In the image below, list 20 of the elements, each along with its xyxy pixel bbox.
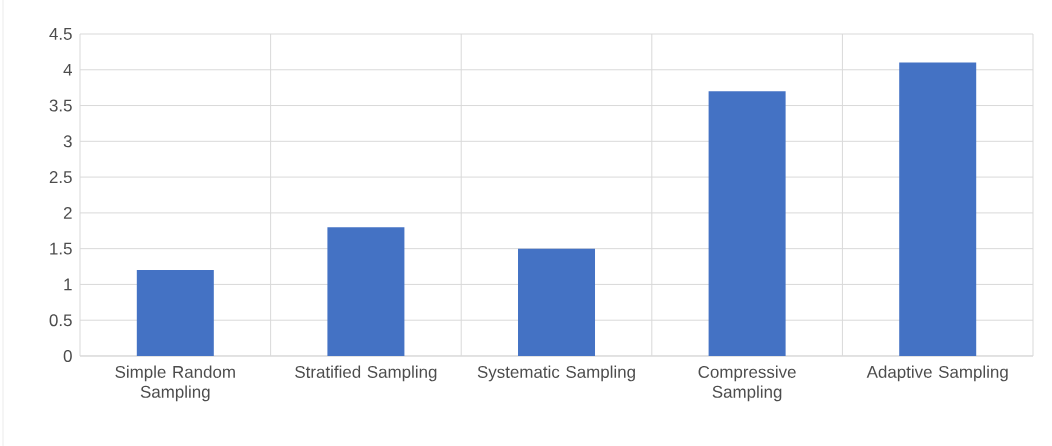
y-tick-label: 0 <box>63 349 72 362</box>
x-tick-label: Simple Random Sampling <box>115 365 235 402</box>
y-tick-label: 1 <box>64 278 72 291</box>
y-tick-label: 0.5 <box>49 314 72 327</box>
bar <box>899 62 977 356</box>
y-tick-label: 3.5 <box>49 99 72 112</box>
y-tick-label: 3 <box>63 135 72 148</box>
y-tick-label: 4 <box>63 63 72 76</box>
bar <box>518 248 596 356</box>
y-tick-label: 2.5 <box>49 171 72 184</box>
x-tick-label: Compressive Sampling <box>698 365 796 402</box>
bar <box>136 270 214 356</box>
x-tick-label: Systematic Sampling <box>477 365 635 382</box>
y-tick-label: 4.5 <box>49 28 72 40</box>
x-tick-label: Adaptive Sampling <box>866 365 1008 382</box>
x-tick-label: Stratified Sampling <box>295 365 437 382</box>
y-tick-label: 2 <box>63 206 72 219</box>
y-tick-label: 1.5 <box>50 242 72 255</box>
bar <box>327 227 405 356</box>
bar <box>708 91 786 356</box>
